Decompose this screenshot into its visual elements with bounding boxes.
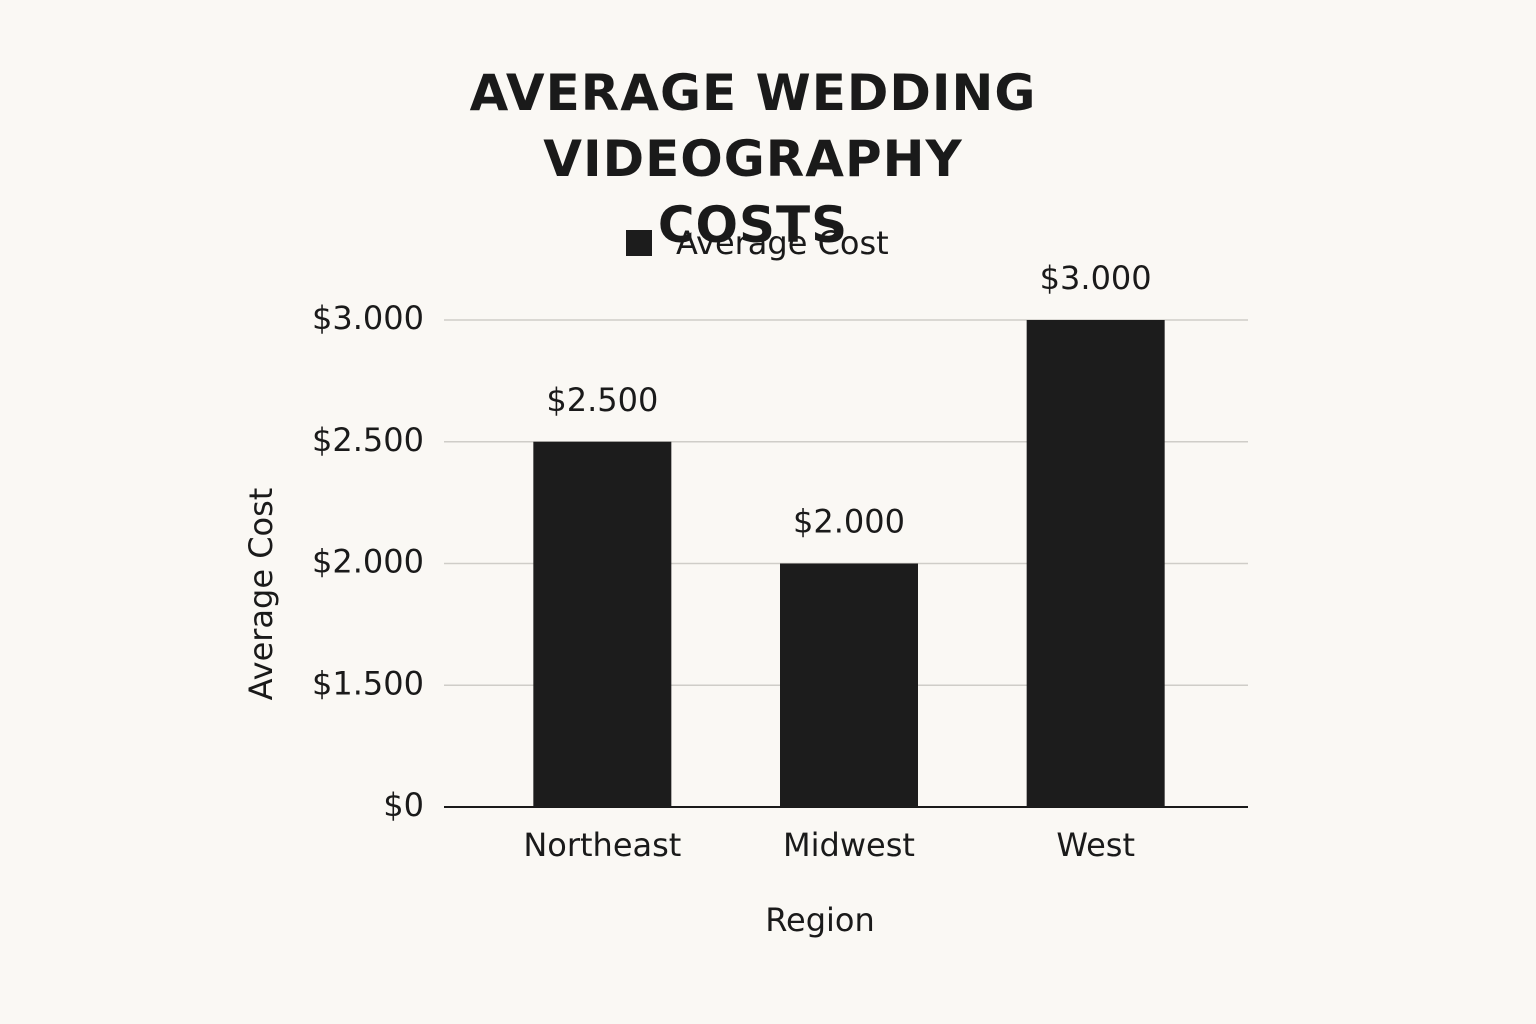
bar (1026, 320, 1165, 807)
bar (780, 563, 918, 807)
y-axis-label: Average Cost (242, 488, 280, 701)
value-label: $2.500 (546, 381, 658, 419)
x-tick-label: Midwest (783, 826, 915, 864)
legend-swatch (626, 230, 652, 256)
chart-title: AVERAGE WEDDING VIDEOGRAPHY COSTS (469, 64, 1037, 254)
value-label: $2.000 (793, 503, 905, 541)
legend-label: Average Cost (676, 224, 889, 262)
x-axis-label: Region (765, 901, 875, 939)
y-tick-label: $1.500 (312, 664, 424, 702)
y-tick-label: $3.000 (312, 299, 424, 337)
x-tick-label: West (1056, 826, 1135, 864)
bar (533, 441, 672, 807)
y-tick-label: $0 (383, 786, 424, 824)
x-tick-label: Northeast (523, 826, 681, 864)
y-tick-label: $2.000 (312, 543, 424, 581)
y-tick-label: $2.500 (312, 421, 424, 459)
value-label: $3.000 (1040, 259, 1152, 297)
